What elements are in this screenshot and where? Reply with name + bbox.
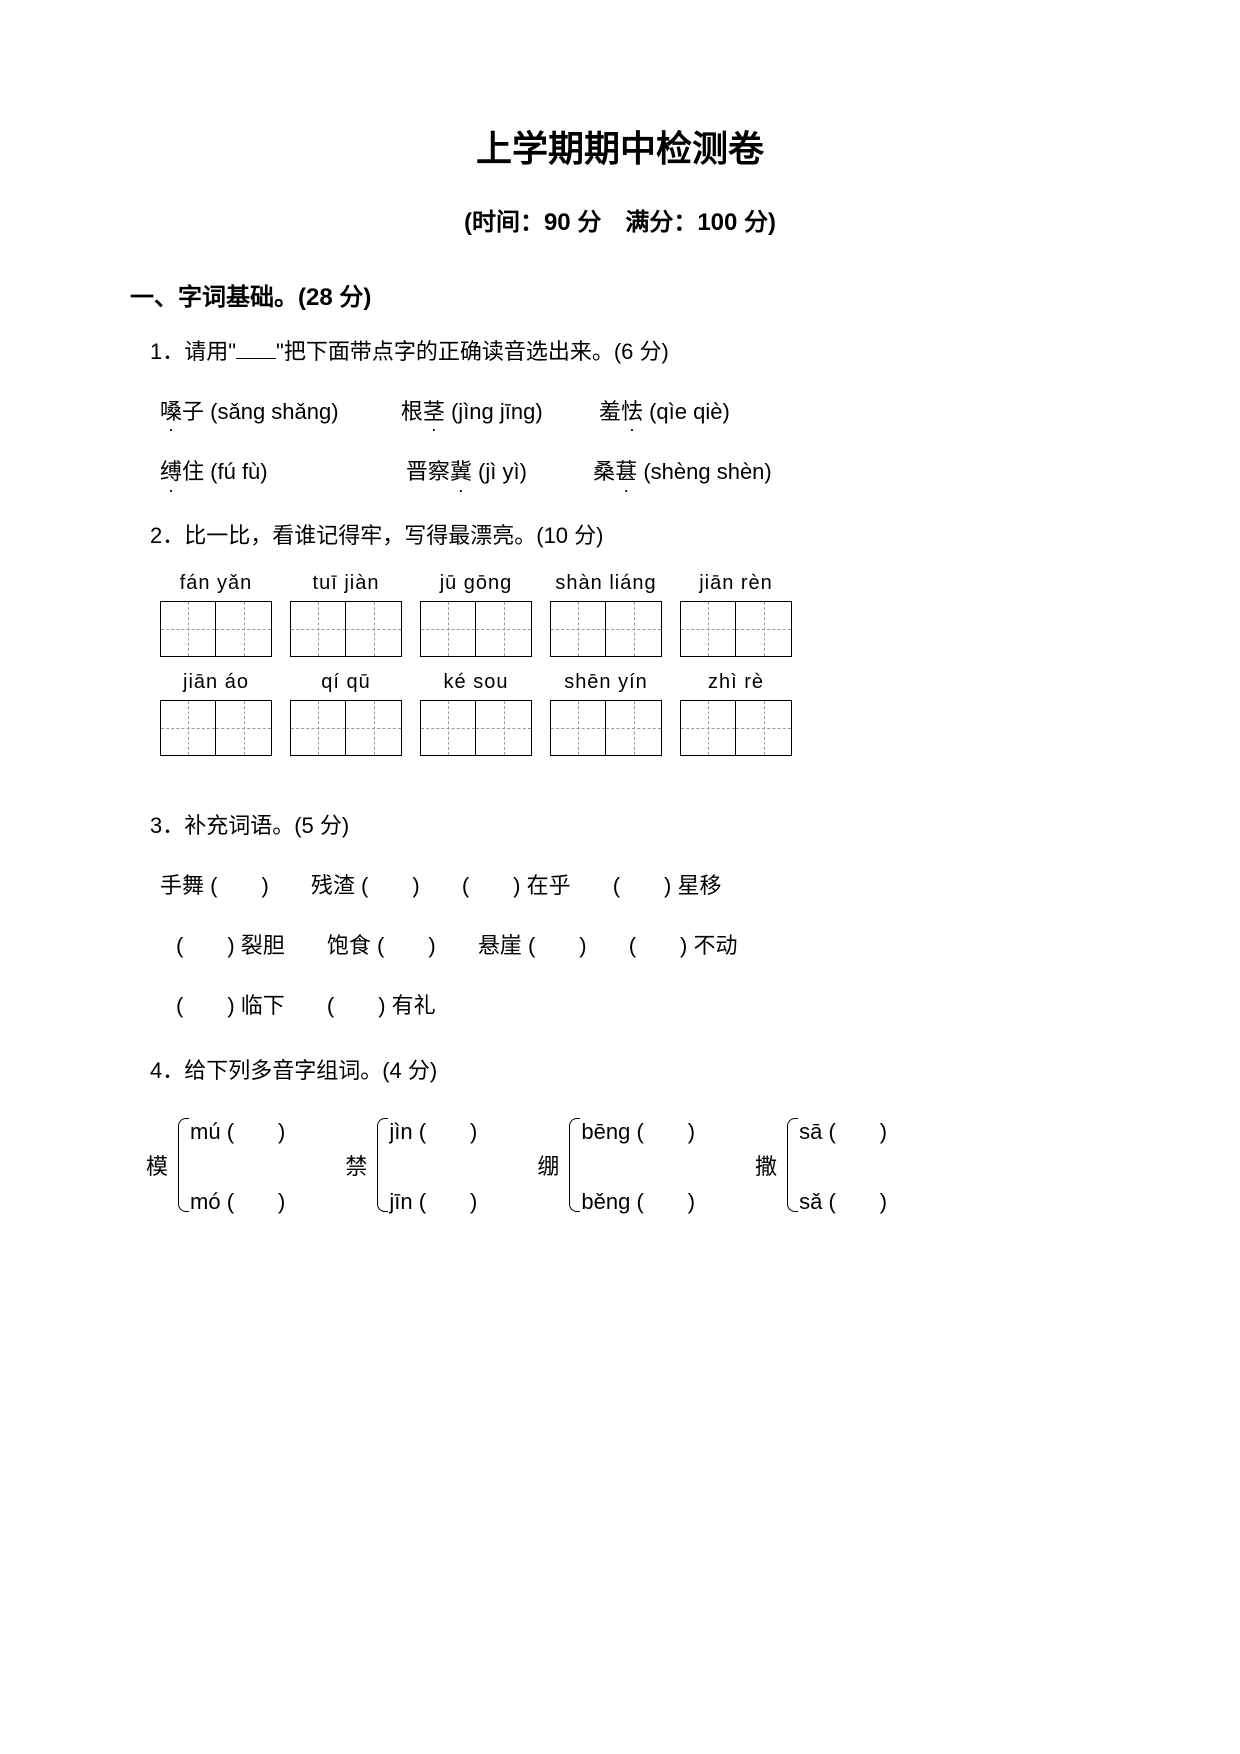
left-brace-icon xyxy=(563,1110,581,1220)
fill-term[interactable]: 饱食 ( ) xyxy=(327,922,436,970)
writing-group: fán yǎn xyxy=(160,572,272,657)
fill-term[interactable]: ( ) 不动 xyxy=(629,922,738,970)
char-box-pair[interactable] xyxy=(550,700,662,756)
poly-char: 禁 xyxy=(345,1149,367,1181)
poly-readings[interactable]: sā ( ) sǎ ( ) xyxy=(799,1110,887,1220)
q3-line-2: ( ) 裂胆 饱食 ( ) 悬崖 ( ) ( ) 不动 xyxy=(176,922,1110,970)
poly-char: 绷 xyxy=(537,1149,559,1181)
q1-row-2: 缚住 (fú fù) 晋察冀 (jì yì) 桑葚 (shèng shèn) xyxy=(160,448,1110,496)
q4-intro: 4．给下列多音字组词。(4 分) xyxy=(150,1051,1110,1091)
fill-term[interactable]: ( ) 临下 xyxy=(176,982,285,1030)
pinyin-label: zhì rè xyxy=(708,671,764,694)
char-box-pair[interactable] xyxy=(680,601,792,657)
page-subtitle: (时间：90 分 满分：100 分) xyxy=(130,202,1110,237)
underline-blank[interactable] xyxy=(236,358,276,359)
fill-term[interactable]: ( ) 星移 xyxy=(613,862,722,910)
q1-item: 缚住 (fú fù) xyxy=(160,448,268,496)
fill-term[interactable]: ( ) 在乎 xyxy=(462,862,571,910)
poly-reading[interactable]: mó ( ) xyxy=(190,1184,285,1216)
q3-line-1: 手舞 ( ) 残渣 ( ) ( ) 在乎 ( ) 星移 xyxy=(160,862,1110,910)
pinyin-label: shēn yín xyxy=(564,671,648,694)
pinyin-label: shàn liáng xyxy=(555,572,656,595)
pinyin-label: jū gōng xyxy=(440,572,513,595)
q3-line-3: ( ) 临下 ( ) 有礼 xyxy=(176,982,1110,1030)
page-title: 上学期期中检测卷 xyxy=(130,120,1110,172)
q2-row-1: fán yǎn tuī jiàn jū gōng shàn liáng jiān… xyxy=(160,572,1110,657)
q1-item: 根茎 (jìng jīng) xyxy=(401,388,543,436)
poly-reading[interactable]: mú ( ) xyxy=(190,1114,285,1146)
pinyin-label: jiān rèn xyxy=(699,572,773,595)
poly-reading[interactable]: bēng ( ) xyxy=(581,1114,695,1146)
poly-group: 撒 sā ( ) sǎ ( ) xyxy=(755,1110,887,1220)
q1-item: 桑葚 (shèng shèn) xyxy=(593,448,772,496)
q1-row-1: 嗓子 (sǎng shǎng) 根茎 (jìng jīng) 羞怯 (qìe q… xyxy=(160,388,1110,436)
q1-item: 晋察冀 (jì yì) xyxy=(406,448,527,496)
writing-group: jiān rèn xyxy=(680,572,792,657)
pinyin-label: jiān áo xyxy=(183,671,249,694)
writing-group: tuī jiàn xyxy=(290,572,402,657)
fill-term[interactable]: 残渣 ( ) xyxy=(311,862,420,910)
poly-reading[interactable]: jìn ( ) xyxy=(389,1114,477,1146)
q4-section: 模 mú ( ) mó ( ) 禁 jìn ( ) jīn ( ) 绷 bēng… xyxy=(146,1110,1110,1220)
poly-char: 模 xyxy=(146,1149,168,1181)
pinyin-label: ké sou xyxy=(444,671,509,694)
q1-intro: 1．请用" "把下面带点字的正确读音选出来。(6 分) xyxy=(150,332,1110,372)
writing-group: jū gōng xyxy=(420,572,532,657)
writing-group: shēn yín xyxy=(550,671,662,756)
poly-char: 撒 xyxy=(755,1149,777,1181)
q1-intro-pre: 1．请用" xyxy=(150,339,236,364)
char-box-pair[interactable] xyxy=(420,601,532,657)
poly-group: 模 mú ( ) mó ( ) xyxy=(146,1110,285,1220)
writing-group: qí qū xyxy=(290,671,402,756)
fill-term[interactable]: ( ) 裂胆 xyxy=(176,922,285,970)
poly-group: 禁 jìn ( ) jīn ( ) xyxy=(345,1110,477,1220)
left-brace-icon xyxy=(371,1110,389,1220)
q2-intro: 2．比一比，看谁记得牢，写得最漂亮。(10 分) xyxy=(150,516,1110,556)
left-brace-icon xyxy=(781,1110,799,1220)
char-box-pair[interactable] xyxy=(160,601,272,657)
char-box-pair[interactable] xyxy=(160,700,272,756)
poly-reading[interactable]: jīn ( ) xyxy=(389,1184,477,1216)
writing-group: shàn liáng xyxy=(550,572,662,657)
q2-writing: fán yǎn tuī jiàn jū gōng shàn liáng jiān… xyxy=(160,572,1110,756)
fill-term[interactable]: 手舞 ( ) xyxy=(160,862,269,910)
char-box-pair[interactable] xyxy=(290,700,402,756)
writing-group: ké sou xyxy=(420,671,532,756)
char-box-pair[interactable] xyxy=(420,700,532,756)
poly-readings[interactable]: jìn ( ) jīn ( ) xyxy=(389,1110,477,1220)
fill-term[interactable]: ( ) 有礼 xyxy=(327,982,436,1030)
pinyin-label: qí qū xyxy=(321,671,370,694)
fill-term[interactable]: 悬崖 ( ) xyxy=(478,922,587,970)
q1-intro-post: "把下面带点字的正确读音选出来。(6 分) xyxy=(276,339,669,364)
poly-group: 绷 bēng ( ) běng ( ) xyxy=(537,1110,695,1220)
char-box-pair[interactable] xyxy=(680,700,792,756)
poly-reading[interactable]: sǎ ( ) xyxy=(799,1184,887,1216)
pinyin-label: tuī jiàn xyxy=(313,572,380,595)
poly-reading[interactable]: sā ( ) xyxy=(799,1114,887,1146)
pinyin-label: fán yǎn xyxy=(180,572,253,595)
char-box-pair[interactable] xyxy=(290,601,402,657)
section-1-header: 一、字词基础。(28 分) xyxy=(130,277,1110,312)
q1-item: 嗓子 (sǎng shǎng) xyxy=(160,388,339,436)
q3-intro: 3．补充词语。(5 分) xyxy=(150,806,1110,846)
writing-group: jiān áo xyxy=(160,671,272,756)
poly-reading[interactable]: běng ( ) xyxy=(581,1184,695,1216)
writing-group: zhì rè xyxy=(680,671,792,756)
q2-row-2: jiān áo qí qū ké sou shēn yín zhì rè xyxy=(160,671,1110,756)
poly-readings[interactable]: mú ( ) mó ( ) xyxy=(190,1110,285,1220)
q1-item: 羞怯 (qìe qiè) xyxy=(599,388,730,436)
char-box-pair[interactable] xyxy=(550,601,662,657)
left-brace-icon xyxy=(172,1110,190,1220)
poly-readings[interactable]: bēng ( ) běng ( ) xyxy=(581,1110,695,1220)
q4-row: 模 mú ( ) mó ( ) 禁 jìn ( ) jīn ( ) 绷 bēng… xyxy=(146,1110,1110,1220)
